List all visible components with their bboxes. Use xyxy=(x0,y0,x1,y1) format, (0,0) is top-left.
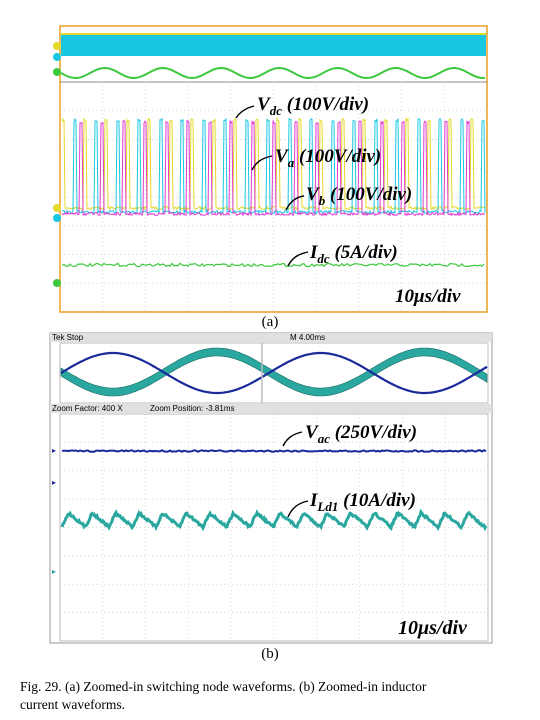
annotation-ild1: ILd1 (10A/div) xyxy=(287,490,416,518)
scope-b-waveforms xyxy=(60,347,488,532)
timebase-b: 10μs/div xyxy=(398,617,468,639)
tek-stop-label: Tek Stop xyxy=(52,333,84,342)
va-trace xyxy=(61,117,486,215)
idc-trace xyxy=(61,262,485,268)
svg-text:Vdc (100V/div): Vdc (100V/div) xyxy=(257,94,369,118)
vac-trace xyxy=(62,449,487,453)
vdc-trace xyxy=(61,116,486,211)
overview-green-trace xyxy=(60,66,486,80)
timebase-readout: M 4.00ms xyxy=(290,333,325,342)
channel-marker-4 xyxy=(53,204,61,212)
annotation-idc: Idc (5A/div) xyxy=(287,242,398,267)
oscilloscope-b: Tek Stop M 4.00ms Zoom Factor: 400 X Zoo… xyxy=(49,332,493,644)
svg-text:Vac (250V/div): Vac (250V/div) xyxy=(305,422,417,446)
channel-marker-b3: ▸ xyxy=(52,567,56,576)
annotation-va: Va (100V/div) xyxy=(251,146,381,171)
channel-marker-2 xyxy=(53,53,61,61)
annotation-vac: Vac (250V/div) xyxy=(282,422,417,447)
caption-line-2: current waveforms. xyxy=(20,697,125,712)
svg-text:Vb (100V/div): Vb (100V/div) xyxy=(306,184,412,208)
annotation-vdc: Vdc (100V/div) xyxy=(235,94,369,119)
overview-vac-trace xyxy=(60,351,488,395)
svg-text:ILd1 (10A/div): ILd1 (10A/div) xyxy=(309,490,416,514)
vb-trace xyxy=(61,119,485,217)
overview-inductor-current xyxy=(60,347,488,397)
channel-marker-b2: ▸ xyxy=(52,478,56,487)
channel-marker-1 xyxy=(53,42,61,50)
subfigure-label-b: (b) xyxy=(261,646,279,662)
oscilloscope-a: Vdc (100V/div) Va (100V/div) Vb (100V/di… xyxy=(53,25,488,313)
zoom-position-label: Zoom Position: -3.81ms xyxy=(150,404,234,413)
channel-marker-b1: ▸ xyxy=(52,446,56,455)
channel-marker-3 xyxy=(53,68,61,76)
channel-marker-5 xyxy=(53,214,61,222)
zoom-factor-label: Zoom Factor: 400 X xyxy=(52,404,123,413)
scope-a-waveforms xyxy=(60,33,486,268)
annotation-vb: Vb (100V/div) xyxy=(285,184,412,211)
figure-caption: Fig. 29. (a) Zoomed-in switching node wa… xyxy=(20,678,520,714)
caption-line-1: Fig. 29. (a) Zoomed-in switching node wa… xyxy=(20,679,427,694)
svg-text:Va (100V/div): Va (100V/div) xyxy=(275,146,381,170)
overview-cyan-band xyxy=(61,34,486,56)
timebase-a: 10μs/div xyxy=(395,286,461,307)
svg-text:Idc (5A/div): Idc (5A/div) xyxy=(309,242,398,266)
scope-b-grid xyxy=(60,414,488,641)
channel-marker-6 xyxy=(53,279,61,287)
ild1-trace xyxy=(60,508,488,532)
subfigure-label-a: (a) xyxy=(261,314,279,330)
